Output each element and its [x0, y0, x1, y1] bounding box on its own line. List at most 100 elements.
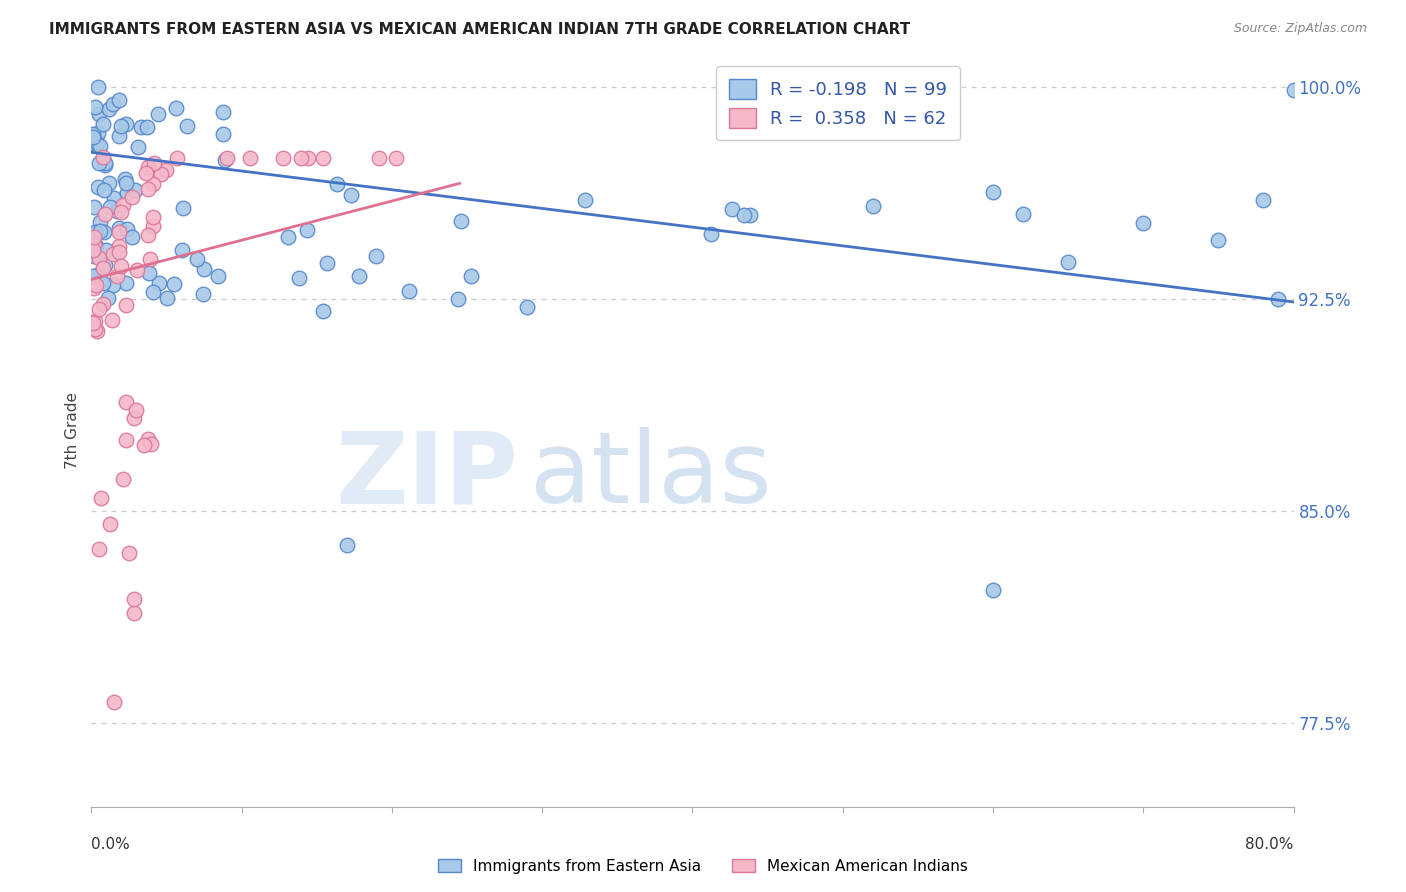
Point	[87, 156, 110, 170]
Point	[138, 267, 160, 281]
Point	[129, 120, 152, 134]
Point	[862, 199, 884, 213]
Point	[84, 238, 107, 252]
Point	[146, 107, 169, 121]
Point	[127, 263, 149, 277]
Point	[447, 292, 470, 306]
Point	[91, 260, 114, 275]
Point	[981, 582, 1004, 597]
Point	[101, 278, 124, 293]
Point	[312, 303, 335, 318]
Point	[89, 224, 111, 238]
Point	[212, 127, 235, 141]
Point	[740, 208, 762, 222]
Point	[83, 100, 105, 114]
Point	[87, 302, 110, 317]
Point	[124, 183, 146, 197]
Point	[94, 258, 117, 272]
Text: 0.0%: 0.0%	[91, 837, 131, 852]
Point	[98, 517, 121, 532]
Point	[450, 214, 472, 228]
Point	[1057, 255, 1080, 269]
Point	[93, 207, 115, 221]
Point	[93, 155, 115, 169]
Point	[1253, 194, 1275, 208]
Point	[114, 276, 136, 290]
Point	[105, 268, 128, 283]
Point	[142, 210, 165, 224]
Point	[121, 230, 143, 244]
Point	[981, 185, 1004, 199]
Legend: Immigrants from Eastern Asia, Mexican American Indians: Immigrants from Eastern Asia, Mexican Am…	[432, 853, 974, 880]
Point	[148, 277, 170, 291]
Point	[295, 223, 318, 237]
Point	[142, 285, 165, 300]
Point	[98, 176, 121, 190]
Point	[82, 268, 104, 283]
Point	[107, 225, 129, 239]
Point	[82, 130, 104, 145]
Text: IMMIGRANTS FROM EASTERN ASIA VS MEXICAN AMERICAN INDIAN 7TH GRADE CORRELATION CH: IMMIGRANTS FROM EASTERN ASIA VS MEXICAN …	[49, 22, 911, 37]
Point	[82, 127, 104, 141]
Point	[87, 542, 110, 557]
Point	[83, 322, 105, 336]
Point	[110, 119, 132, 133]
Point	[136, 228, 159, 243]
Text: atlas: atlas	[530, 427, 772, 524]
Point	[142, 156, 165, 170]
Point	[364, 249, 387, 263]
Text: 80.0%: 80.0%	[1246, 837, 1294, 852]
Point	[115, 394, 138, 409]
Point	[114, 171, 136, 186]
Point	[94, 155, 117, 169]
Point	[93, 226, 115, 240]
Point	[1208, 233, 1230, 247]
Point	[215, 151, 238, 165]
Point	[115, 186, 138, 201]
Point	[82, 136, 104, 150]
Point	[172, 201, 194, 215]
Point	[166, 151, 188, 165]
Point	[336, 538, 359, 552]
Point	[87, 107, 110, 121]
Point	[115, 222, 138, 236]
Point	[207, 268, 229, 283]
Point	[105, 204, 128, 219]
Point	[1267, 292, 1289, 306]
Point	[101, 313, 124, 327]
Point	[101, 97, 124, 112]
Point	[108, 93, 131, 107]
Point	[87, 267, 110, 281]
Point	[83, 250, 105, 264]
Point	[326, 177, 349, 191]
Text: Source: ZipAtlas.com: Source: ZipAtlas.com	[1233, 22, 1367, 36]
Point	[385, 151, 408, 165]
Point	[134, 437, 156, 451]
Point	[114, 433, 136, 447]
Y-axis label: 7th Grade: 7th Grade	[65, 392, 80, 469]
Point	[91, 297, 114, 311]
Point	[108, 221, 131, 235]
Point	[91, 117, 114, 131]
Point	[297, 151, 319, 165]
Point	[122, 591, 145, 606]
Point	[89, 215, 111, 229]
Point	[273, 151, 295, 165]
Point	[460, 269, 482, 284]
Point	[290, 151, 312, 165]
Point	[142, 177, 165, 191]
Point	[135, 166, 157, 180]
Point	[103, 695, 125, 709]
Point	[110, 260, 132, 274]
Point	[97, 102, 120, 116]
Point	[193, 261, 215, 276]
Point	[83, 201, 105, 215]
Point	[84, 225, 107, 239]
Point	[349, 268, 371, 283]
Point	[103, 247, 125, 261]
Point	[139, 252, 162, 267]
Point	[122, 411, 145, 425]
Point	[163, 277, 186, 292]
Point	[139, 436, 162, 450]
Point	[83, 237, 105, 252]
